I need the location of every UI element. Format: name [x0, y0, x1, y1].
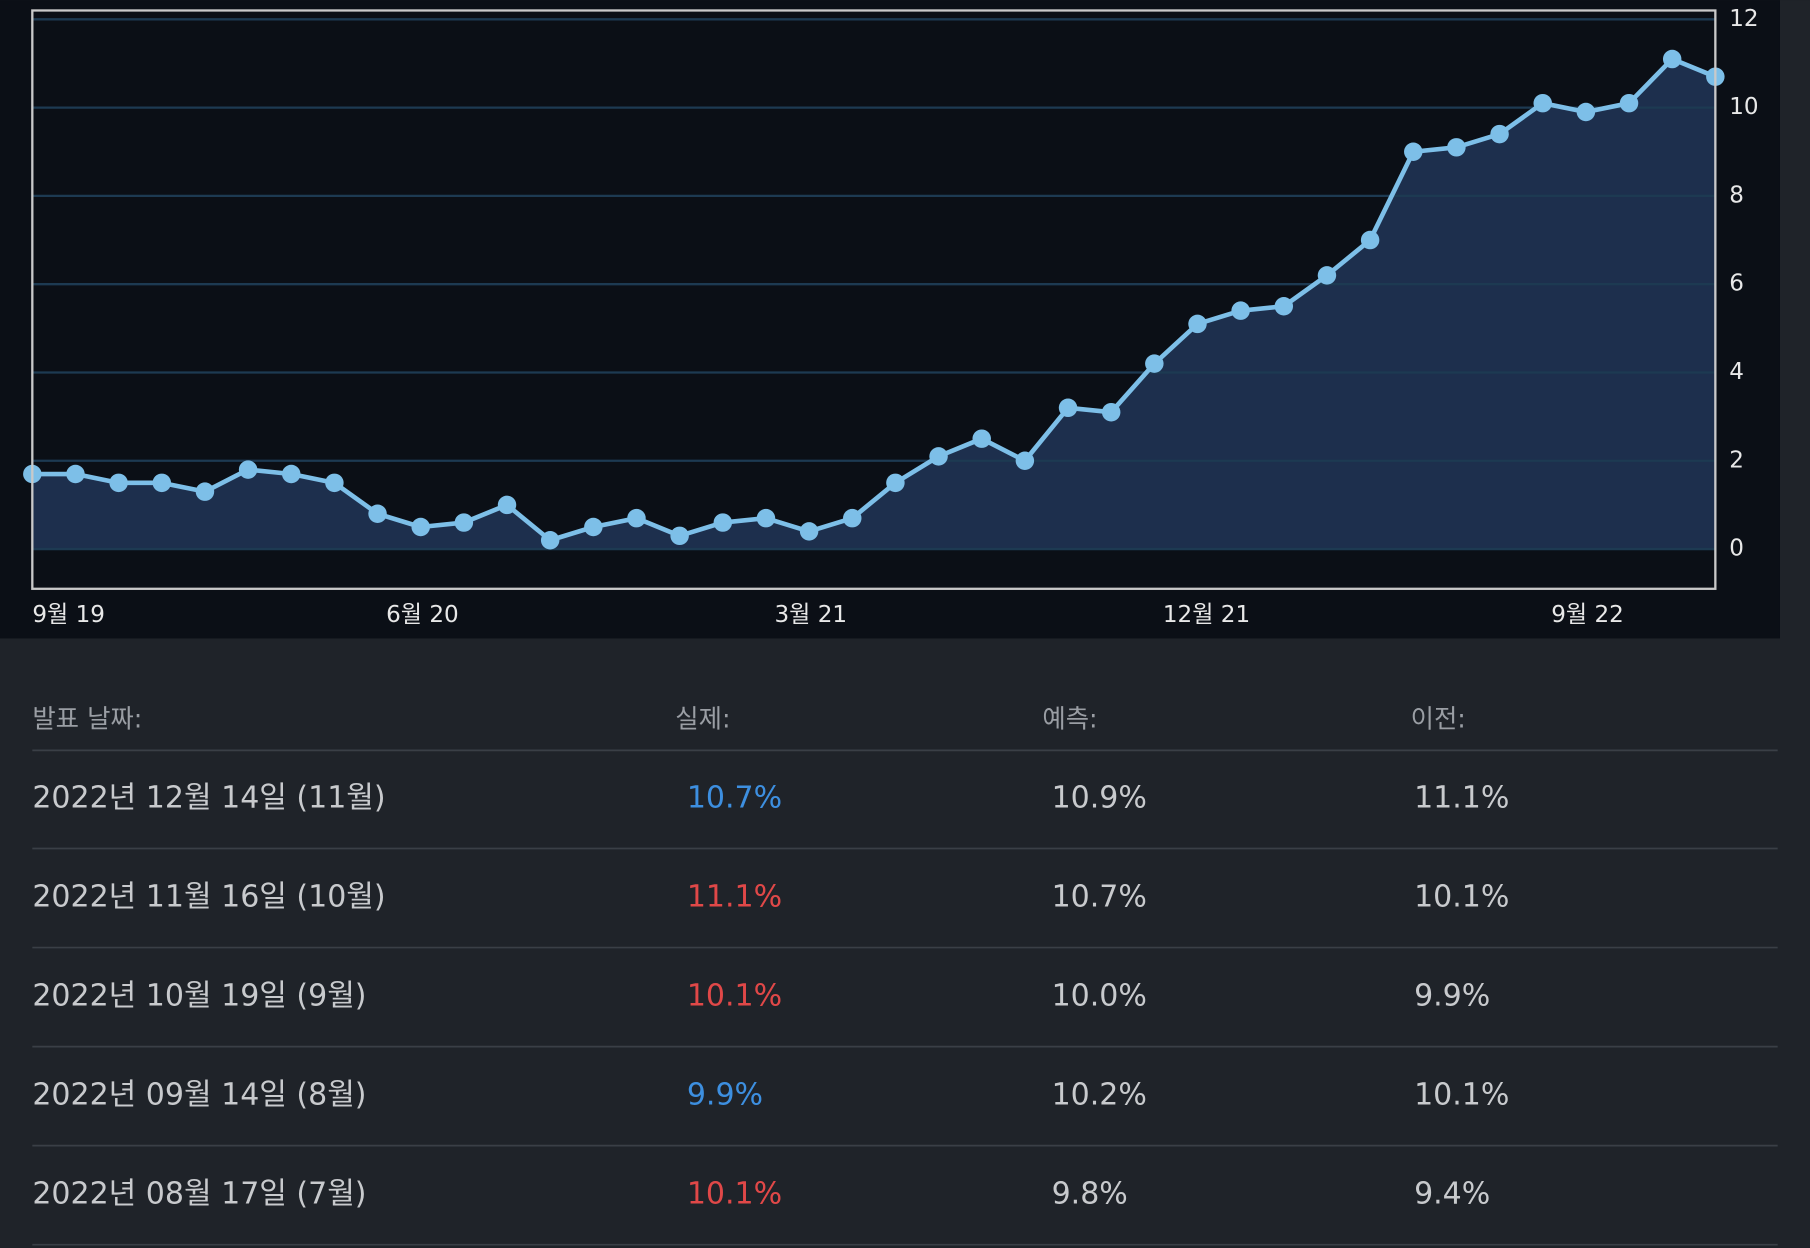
point	[1447, 138, 1466, 157]
point	[1576, 102, 1596, 122]
x-tick-label: 12월 21	[1163, 602, 1250, 628]
point	[325, 473, 344, 493]
cell-previous: 9.4%	[1414, 1177, 1490, 1212]
y-tick-label: 2	[1729, 447, 1744, 473]
point	[238, 460, 258, 479]
point	[1188, 314, 1207, 334]
point	[1404, 142, 1423, 161]
point	[1101, 402, 1121, 422]
point	[972, 429, 991, 448]
cell-previous: 10.1%	[1414, 879, 1509, 914]
cell-forecast: 10.0%	[1052, 978, 1147, 1013]
point	[497, 495, 517, 515]
point	[152, 473, 172, 493]
point	[1317, 266, 1337, 285]
point	[368, 504, 387, 523]
point	[1274, 297, 1294, 316]
point	[1619, 93, 1639, 113]
point	[1533, 93, 1552, 113]
y-tick-label: 4	[1729, 359, 1744, 385]
cell-previous: 10.1%	[1414, 1078, 1509, 1113]
y-tick-label: 0	[1729, 536, 1744, 562]
plot: 0 2 4 6 8 10 12 9월 19 6월 20 3월 21 12월 21 9월 22	[23, 6, 1759, 628]
cell-previous: 9.9%	[1414, 978, 1490, 1013]
cell-date: 2022년 12월 14일 (11월)	[32, 780, 385, 815]
point	[195, 482, 215, 501]
point	[1490, 124, 1509, 144]
cell-actual: 11.1%	[687, 879, 782, 914]
point	[1145, 354, 1164, 373]
point	[713, 513, 733, 532]
point	[540, 530, 560, 550]
y-tick-label: 12	[1729, 6, 1758, 32]
point	[109, 473, 128, 493]
cell-actual: 10.1%	[687, 1177, 782, 1212]
x-tick-label: 9월 19	[32, 602, 105, 628]
y-tick-label: 8	[1729, 182, 1744, 208]
cell-previous: 11.1%	[1414, 780, 1509, 815]
point	[886, 473, 905, 493]
column-header: 이전:	[1411, 703, 1466, 733]
point	[1360, 230, 1380, 250]
point	[627, 508, 646, 528]
point	[282, 464, 301, 484]
cell-forecast: 10.2%	[1052, 1078, 1147, 1113]
cell-date: 2022년 11월 16일 (10월)	[32, 879, 385, 914]
point	[1058, 398, 1078, 418]
plot-border	[31, 9, 1717, 590]
cell-date: 2022년 08월 17일 (7월)	[32, 1177, 366, 1212]
point	[1662, 49, 1682, 69]
area	[32, 59, 1716, 550]
x-tick-label: 6월 20	[386, 602, 459, 628]
cell-actual: 10.7%	[687, 780, 782, 815]
x-tick-label: 9월 22	[1551, 602, 1624, 628]
cell-forecast: 9.8%	[1052, 1177, 1128, 1212]
point	[411, 517, 430, 537]
cell-actual: 9.9%	[687, 1078, 763, 1113]
point	[66, 464, 85, 484]
y-tick-label: 6	[1729, 271, 1744, 297]
column-header: 발표 날짜:	[32, 703, 142, 733]
point	[929, 447, 948, 466]
point	[756, 508, 776, 528]
cell-actual: 10.1%	[687, 978, 782, 1013]
table: 발표 날짜: 실제: 예측: 이전: 2022년 12월 14일 (11월) 10.7% 1…	[32, 703, 1778, 1246]
cell-date: 2022년 10월 19일 (9월)	[32, 978, 366, 1013]
point	[454, 513, 474, 532]
point	[1231, 301, 1250, 320]
column-header: 예측:	[1042, 703, 1097, 733]
column-header: 실제:	[675, 703, 730, 733]
y-tick-label: 10	[1729, 94, 1758, 120]
cell-date: 2022년 09월 14일 (8월)	[32, 1078, 366, 1113]
x-tick-label: 3월 21	[774, 602, 847, 628]
point	[843, 508, 862, 528]
point	[670, 526, 689, 546]
cell-forecast: 10.9%	[1052, 780, 1147, 815]
point	[799, 522, 819, 541]
line	[32, 56, 1717, 543]
cell-forecast: 10.7%	[1052, 879, 1147, 914]
point	[584, 517, 603, 537]
point	[1015, 451, 1035, 471]
